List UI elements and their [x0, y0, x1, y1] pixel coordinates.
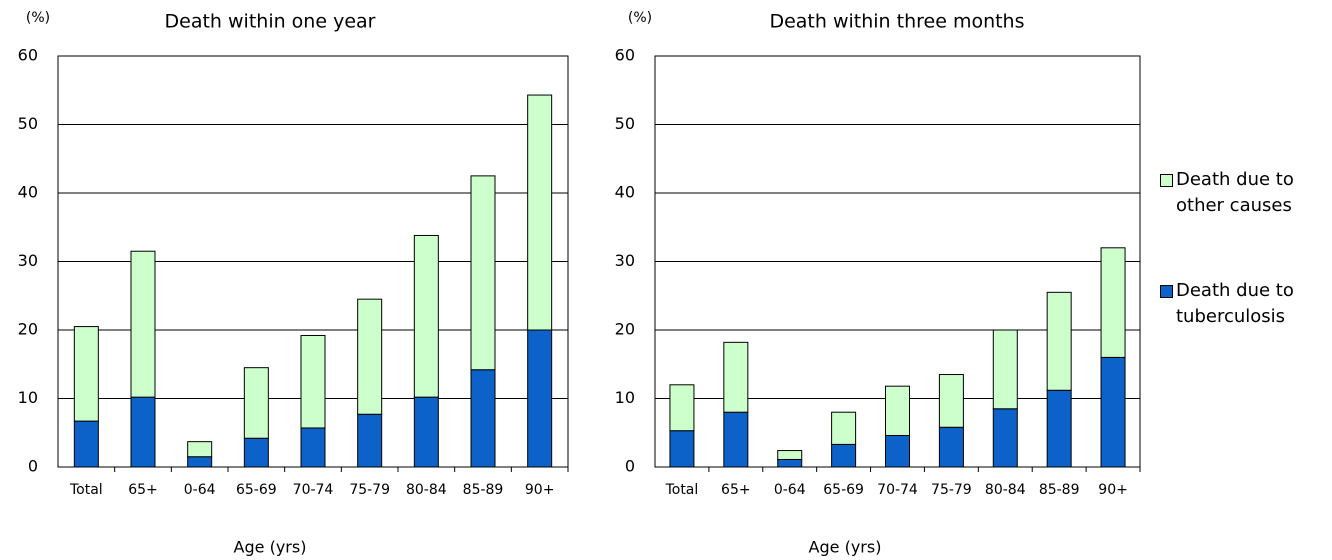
y-axis-label: (%): [26, 10, 50, 26]
x-tick-label: 85-89: [463, 482, 504, 498]
x-tick-label: 85-89: [1039, 482, 1080, 498]
y-tick-label: 20: [18, 320, 38, 339]
bar-segment: [723, 341, 749, 413]
legend-label: Death due to other causes: [1176, 169, 1294, 216]
bar-segment: [885, 434, 910, 468]
x-tick-label: 65+: [128, 482, 158, 498]
bar-segment: [669, 384, 695, 432]
bar-segment: [187, 456, 213, 468]
bar-segment: [357, 298, 383, 415]
bar-segment: [1046, 291, 1072, 391]
bar-segment: [73, 326, 99, 422]
bar-segment: [73, 420, 99, 468]
y-tick-label: 40: [615, 183, 635, 202]
bar-segment: [470, 175, 496, 371]
bar-segment: [777, 458, 803, 468]
bar-segment: [300, 334, 326, 429]
x-axis-label: Age (yrs): [234, 538, 307, 557]
x-tick-label: 0-64: [184, 482, 216, 498]
bar-segment: [938, 426, 964, 468]
bar-segment: [527, 94, 553, 331]
chart-title: Death within three months: [769, 11, 1024, 33]
x-tick-label: 80-84: [406, 482, 447, 498]
x-tick-label: Total: [665, 482, 699, 498]
y-tick-label: 30: [18, 251, 38, 270]
bar-segment: [992, 329, 1018, 410]
y-tick-label: 0: [625, 457, 635, 476]
x-tick-label: Total: [69, 482, 103, 498]
x-tick-label: 65-69: [236, 482, 277, 498]
y-tick-label: 10: [615, 388, 635, 407]
bar-segment: [527, 329, 553, 468]
y-tick-label: 50: [18, 114, 38, 133]
bar-segment: [669, 430, 695, 468]
x-tick-label: 65-69: [823, 482, 864, 498]
x-tick-label: 80-84: [985, 482, 1026, 498]
y-axis-label: (%): [628, 10, 652, 26]
legend-swatch: [1160, 285, 1173, 298]
y-tick-label: 20: [615, 320, 635, 339]
x-tick-label: 75-79: [931, 482, 972, 498]
chart-title: Death within one year: [165, 11, 376, 33]
legend-swatch: [1160, 174, 1173, 187]
bar-segment: [130, 250, 156, 398]
bar-segment: [413, 234, 439, 398]
bar-segment: [357, 413, 383, 468]
bar-segment: [831, 443, 857, 468]
y-tick-label: 60: [615, 46, 635, 65]
bar-segment: [243, 367, 269, 439]
bar-segment: [992, 408, 1018, 468]
legend-item: Death due to other causes: [1160, 167, 1310, 219]
x-tick-label: 75-79: [349, 482, 390, 498]
bar-segment: [1100, 247, 1126, 358]
bar-segment: [1046, 389, 1072, 468]
bar-segment: [243, 437, 269, 468]
y-tick-label: 10: [18, 388, 38, 407]
x-tick-label: 0-64: [774, 482, 806, 498]
y-tick-label: 40: [18, 183, 38, 202]
y-tick-label: 60: [18, 46, 38, 65]
bar-segment: [130, 396, 156, 468]
y-tick-label: 0: [28, 457, 38, 476]
bar-segment: [723, 411, 749, 468]
legend-label: Death due to tuberculosis: [1176, 280, 1294, 327]
y-tick-label: 50: [615, 114, 635, 133]
bar-segment: [1100, 356, 1126, 468]
x-tick-label: 65+: [721, 482, 751, 498]
bar-segment: [885, 385, 910, 436]
bar-segment: [777, 450, 803, 460]
bar-segment: [413, 396, 439, 468]
x-tick-label: 70-74: [293, 482, 334, 498]
bar-segment: [831, 411, 857, 445]
x-tick-label: 90+: [525, 482, 555, 498]
bar-segment: [300, 427, 326, 468]
legend-item: Death due to tuberculosis: [1160, 278, 1310, 330]
x-axis-label: Age (yrs): [809, 538, 882, 557]
y-tick-label: 30: [615, 251, 635, 270]
bar-segment: [187, 441, 213, 458]
bar-segment: [938, 374, 964, 428]
x-tick-label: 90+: [1098, 482, 1128, 498]
bar-segment: [470, 369, 496, 468]
x-tick-label: 70-74: [877, 482, 918, 498]
